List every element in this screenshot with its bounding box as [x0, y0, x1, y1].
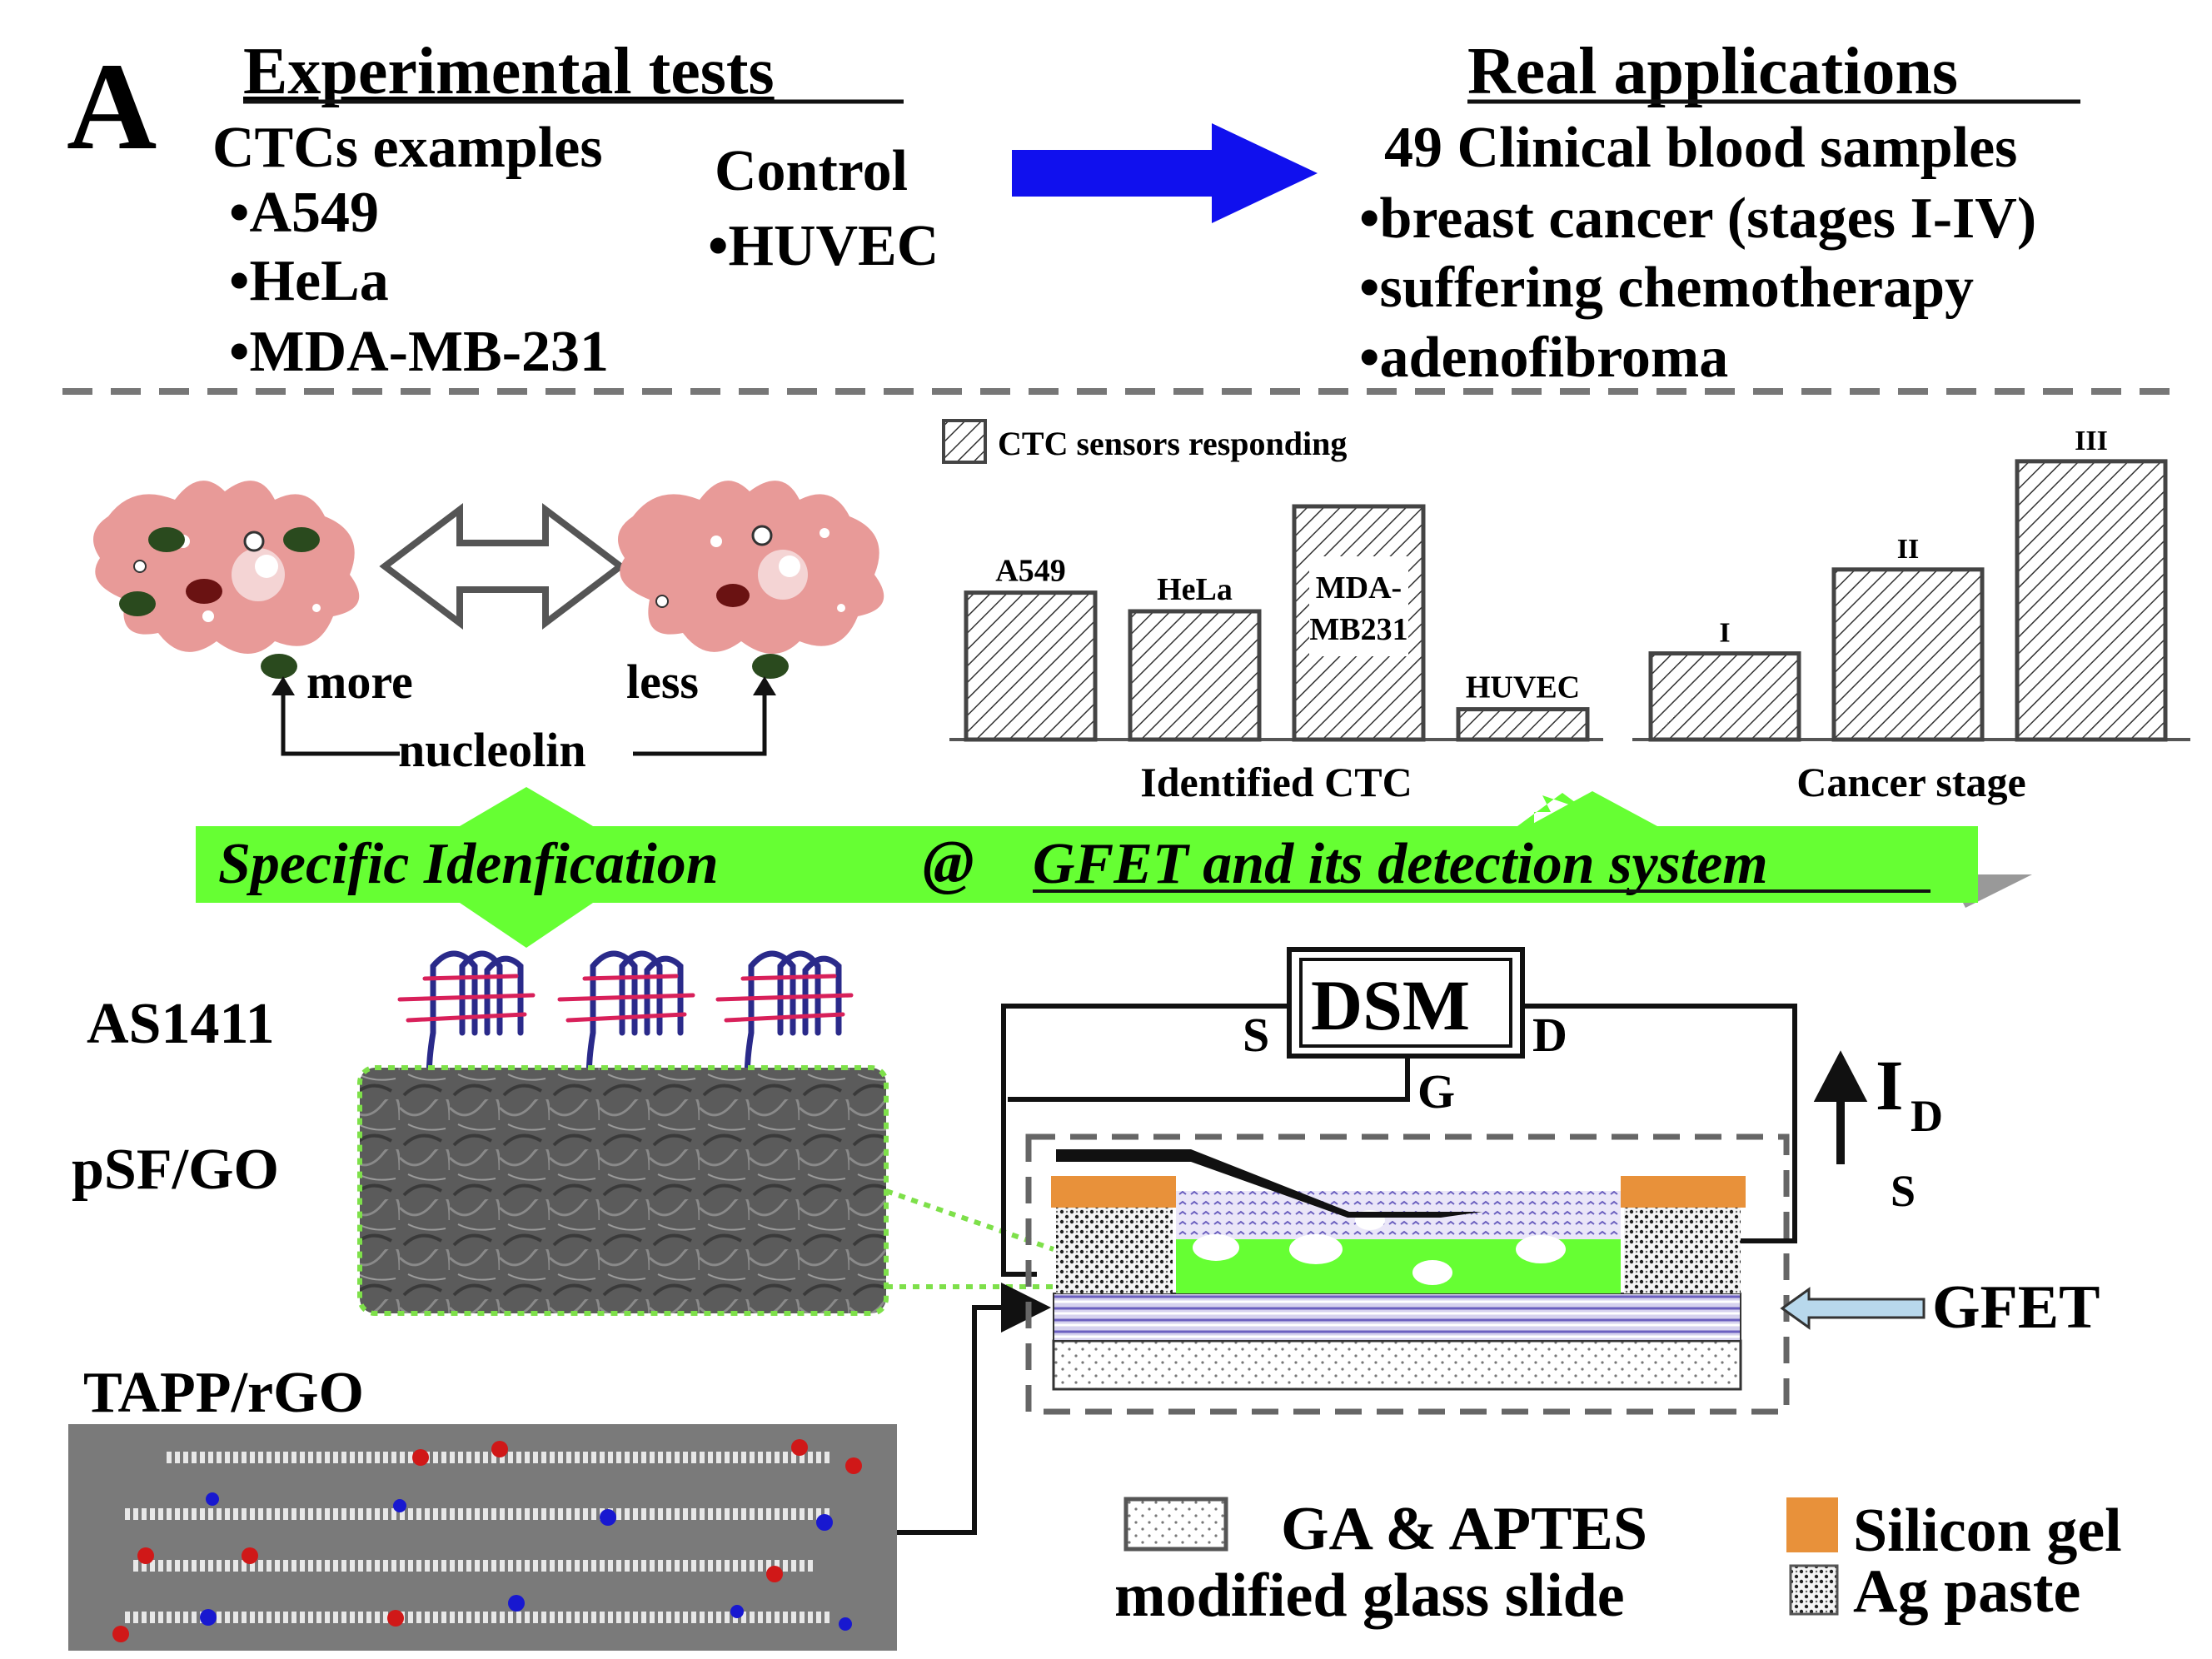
psf-label: pSF/GO: [72, 1138, 279, 1202]
d-label: D: [1532, 1008, 1567, 1062]
real-apps-title: Real applications: [1467, 35, 1958, 108]
molecule-chains: [112, 1439, 862, 1642]
s-label: S: [1243, 1008, 1269, 1062]
bar-label-bg: [1309, 556, 1408, 656]
bar-label: II: [1897, 534, 1919, 565]
wire-gate: [1008, 1056, 1410, 1102]
bar-a549: [964, 590, 1098, 742]
less-label: less: [626, 655, 699, 709]
cell-more: [93, 481, 360, 679]
dsm-label: DSM: [1311, 965, 1470, 1045]
aptamer-label: AS1411: [87, 992, 275, 1056]
tapp-label: TAPP/rGO: [83, 1361, 364, 1425]
silicon-gel-left: [1051, 1176, 1176, 1208]
real-apps-item-chemo: •suffering chemotherapy: [1359, 256, 1974, 320]
bar-ii: [1831, 567, 1985, 742]
banner-left-text: Specific Idenfication: [218, 832, 719, 896]
nucleolin-label: nucleolin: [398, 723, 586, 777]
legend-glass-line2: modified glass slide: [1114, 1562, 1625, 1630]
banner-arrow-down-left-icon: [460, 903, 593, 948]
banner-right-text: GFET and its detection system: [1033, 832, 1768, 896]
legend-ag-swatch: [1789, 1564, 1839, 1616]
ctc-heading: CTCs examples: [212, 116, 603, 180]
gfet-arrow-icon: [1780, 1287, 1926, 1330]
legend-glass-line1: GA & APTES: [1281, 1495, 1647, 1563]
cells-in-device: [1193, 1210, 1566, 1285]
legend-ag-label: Ag paste: [1853, 1557, 2080, 1626]
legend-silicon-swatch: [1786, 1497, 1838, 1552]
gate-electrode: [1056, 1149, 1482, 1218]
trapp-rgo-layer: [1053, 1293, 1741, 1342]
bar-label: III: [2075, 426, 2108, 456]
nucleolin-bracket: [281, 683, 767, 756]
ctc-item-hela: •HeLa: [229, 249, 389, 313]
id-sub-d-label: D: [1911, 1091, 1943, 1141]
control-heading: Control: [715, 139, 908, 203]
id-main-label: I: [1876, 1045, 1903, 1125]
ctc-item-mda: •MDA-MB-231: [229, 320, 609, 384]
wire-source: [1001, 1004, 1289, 1277]
silicon-gel-right: [1621, 1176, 1746, 1208]
real-apps-item-adeno: •adenofibroma: [1359, 326, 1728, 390]
ag-paste-right: [1624, 1206, 1741, 1293]
bar-label: MB231: [1309, 612, 1407, 647]
bar-label: A549: [995, 554, 1065, 589]
bar-hela: [1128, 609, 1262, 742]
bar-iii: [2015, 459, 2168, 742]
double-arrow-icon: [379, 502, 626, 630]
bar-label: HUVEC: [1466, 670, 1580, 705]
blue-arrow-icon: [1012, 123, 1318, 223]
chart-legend-label: CTC sensors responding: [998, 425, 1347, 462]
legend-glass-swatch: [1123, 1497, 1228, 1552]
nucleolin-arrow-right-icon: [753, 676, 776, 695]
x-axis-label: Cancer stage: [1796, 759, 2025, 805]
wire-drain: [1522, 1004, 1797, 1243]
tapp-connector-arrow: [897, 1283, 1051, 1535]
experimental-title: Experimental tests: [243, 35, 775, 108]
ctc-chart: A549 HeLa MDA- MB231 HUVEC Identified CTC CTC …: [942, 419, 1603, 805]
sem-image: [357, 1065, 889, 1316]
bar-label: HeLa: [1157, 572, 1233, 607]
nucleolin-arrow-left-icon: [272, 676, 295, 695]
ctc-item-a549: •A549: [229, 181, 379, 245]
banner-at-text: @: [923, 829, 974, 897]
device-dashed-box: [1025, 1133, 1790, 1415]
real-apps-subtitle: 49 Clinical blood samples: [1384, 116, 2017, 180]
panel-label: A: [67, 37, 157, 176]
bar-huvec: [1456, 707, 1590, 742]
glass-slide-layer: [1052, 1339, 1742, 1391]
cell-less: [618, 481, 884, 679]
legend-silicon-label: Silicon gel: [1853, 1497, 2122, 1565]
dsm-box-inner: [1299, 958, 1512, 1048]
real-apps-item-breast: •breast cancer (stages I-IV): [1359, 187, 2036, 251]
gfet-label: GFET: [1932, 1273, 2100, 1342]
legend-hatch-swatch: [942, 419, 987, 464]
ag-paste-left: [1056, 1206, 1173, 1293]
bar-label: I: [1719, 618, 1730, 649]
control-item-huvec: •HUVEC: [708, 214, 939, 278]
bar-i: [1648, 651, 1801, 742]
banner-arrow-up-left-icon: [460, 787, 593, 826]
banner-up-arrow-icon: [1528, 791, 1657, 826]
more-label: more: [306, 655, 413, 709]
x-axis-label: Identified CTC: [1140, 759, 1412, 805]
id-sub-s-label: S: [1891, 1166, 1916, 1216]
g-label: G: [1417, 1064, 1455, 1118]
bar-label: MDA-: [1316, 570, 1402, 605]
id-arrow-icon: [1813, 1050, 1868, 1164]
